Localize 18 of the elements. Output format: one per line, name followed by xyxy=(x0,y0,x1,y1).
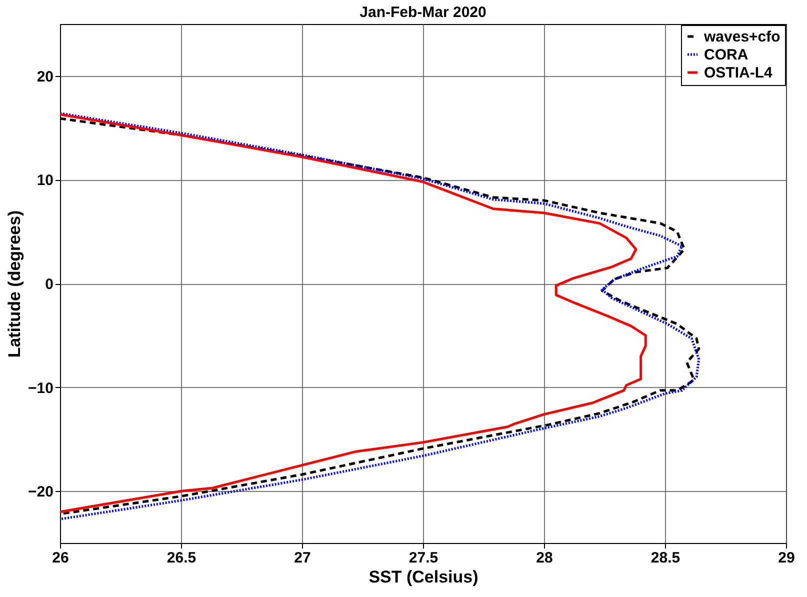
y-tick-label: −10 xyxy=(28,380,54,397)
y-tick-label: 0 xyxy=(45,276,54,293)
x-tick-label: 29 xyxy=(778,550,795,566)
chart-title: Jan-Feb-Mar 2020 xyxy=(360,4,486,21)
y-tick-label: 20 xyxy=(36,68,54,86)
legend-label: waves+cfo xyxy=(703,28,780,46)
y-axis-title: Latitude (degrees) xyxy=(5,210,24,358)
y-tick-label: 10 xyxy=(36,172,54,190)
x-axis-title: SST (Celsius) xyxy=(368,568,478,586)
x-tick-label: 27.5 xyxy=(408,550,438,566)
x-tick-label: 26.5 xyxy=(166,550,196,566)
x-tick-label: 26 xyxy=(52,550,69,566)
y-tick-label: −20 xyxy=(28,484,54,501)
legend-label: CORA xyxy=(704,46,748,64)
x-tick-label: 28 xyxy=(536,550,553,566)
legend-label: OSTIA-L4 xyxy=(704,64,773,82)
x-tick-label: 28.5 xyxy=(650,550,680,566)
x-tick-label: 27 xyxy=(294,550,311,566)
